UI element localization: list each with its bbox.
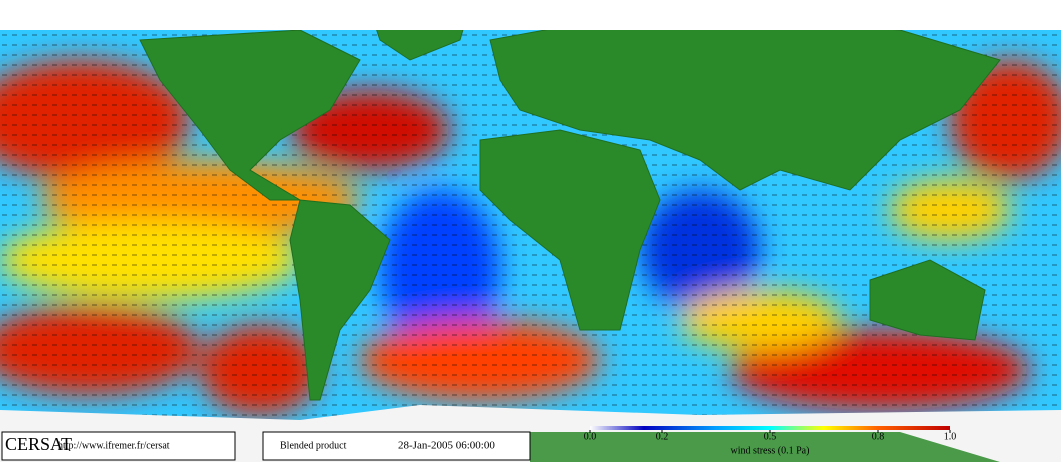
colorbar-tick-label: 0.0: [584, 431, 597, 442]
logo: CERSAT: [5, 434, 72, 454]
colorbar-label: wind stress (0.1 Pa): [731, 445, 810, 456]
url: http://www.ifremer.fr/cersat: [58, 440, 170, 451]
colorbar-tick-label: 1.0: [944, 431, 957, 442]
colorbar-tick-label: 0.5: [764, 431, 777, 442]
colorbar-tick-label: 0.2: [656, 431, 669, 442]
product-box: [262, 431, 531, 461]
colorbar: [590, 426, 950, 430]
timestamp: 28-Jan-2005 06:00:00: [398, 440, 495, 452]
colorbar-tick-label: 0.8: [872, 431, 885, 442]
product: Blended product: [280, 440, 347, 451]
logo-box: [1, 431, 236, 461]
